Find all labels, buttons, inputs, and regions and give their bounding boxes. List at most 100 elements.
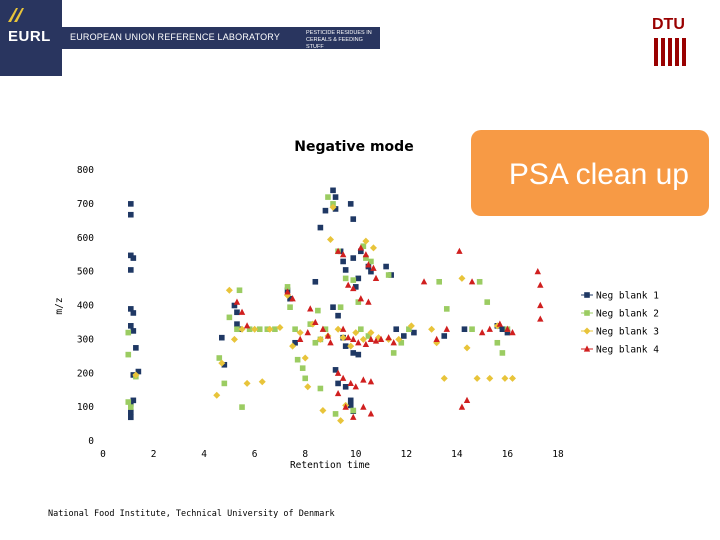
data-point-neg-blank-3 [440,374,448,382]
data-point-neg-blank-1 [358,248,364,255]
data-point-neg-blank-2 [226,314,233,321]
data-point-neg-blank-4 [324,332,332,339]
x-tick-label: 2 [151,449,157,460]
data-point-neg-blank-3 [337,417,345,425]
data-point-neg-blank-1 [135,368,142,375]
data-point-neg-blank-4 [537,281,544,288]
data-point-neg-blank-2 [294,356,301,363]
y-tick-label: 500 [77,267,94,278]
data-point-neg-blank-1 [383,263,389,270]
data-point-neg-blank-3 [266,325,274,333]
data-point-neg-blank-4 [360,403,367,410]
data-point-neg-blank-3 [316,335,324,343]
data-point-neg-blank-2 [494,339,501,346]
data-point-neg-blank-4 [355,339,362,346]
data-point-neg-blank-3 [327,235,334,243]
data-point-neg-blank-4 [496,320,504,327]
data-point-neg-blank-3 [486,374,494,382]
data-point-neg-blank-3 [369,244,377,252]
data-point-neg-blank-1 [461,326,468,333]
data-point-neg-blank-1 [401,333,407,339]
data-point-neg-blank-4 [420,278,428,285]
data-point-neg-blank-3 [362,237,370,245]
x-tick-label: 0 [100,449,106,460]
data-point-neg-blank-4 [360,376,367,383]
data-point-neg-blank-4 [233,298,241,305]
data-point-neg-blank-2 [358,326,364,333]
data-point-neg-blank-4 [456,247,463,254]
data-point-neg-blank-1 [350,350,357,356]
data-point-neg-blank-1 [221,361,228,368]
data-point-neg-blank-3 [339,334,347,342]
data-point-neg-blank-3 [296,329,304,337]
data-point-neg-blank-2 [287,304,293,310]
data-point-neg-blank-3 [319,407,327,415]
data-point-neg-blank-1 [347,402,354,409]
data-point-neg-blank-4 [504,325,511,332]
data-point-neg-blank-3 [289,342,297,350]
data-point-neg-blank-1 [330,187,336,194]
x-tick-label: 8 [302,449,308,460]
legend-label: Neg blank 1 [596,291,659,302]
lab-name: EUROPEAN UNION REFERENCE LABORATORY [70,32,281,42]
data-point-neg-blank-3 [428,325,436,333]
data-point-neg-blank-4 [362,251,370,258]
data-point-neg-blank-4 [433,335,440,342]
eurl-logo: EURL [0,0,62,76]
data-point-neg-blank-3 [334,325,342,333]
data-point-neg-blank-4 [509,329,516,336]
data-point-neg-blank-4 [350,335,357,342]
data-point-neg-blank-2 [239,404,245,410]
y-tick-label: 200 [77,368,94,379]
data-point-neg-blank-4 [350,284,357,292]
y-axis-label: m/z [54,297,65,314]
data-point-neg-blank-2 [272,326,278,333]
data-point-neg-blank-4 [344,281,352,288]
data-point-neg-blank-4 [362,340,370,348]
data-point-neg-blank-4 [372,274,380,281]
data-point-neg-blank-1 [499,326,506,333]
data-point-neg-blank-3 [258,378,266,386]
chart-title: Negative mode [294,139,413,155]
x-tick-label: 10 [350,449,362,460]
data-point-neg-blank-4 [350,413,357,420]
data-point-neg-blank-2 [406,326,412,333]
data-point-neg-blank-3 [367,329,375,337]
data-point-neg-blank-3 [230,335,238,343]
lab-scope: PESTICIDE RESIDUES IN CEREALS & FEEDING … [306,30,372,50]
data-point-neg-blank-1 [350,255,357,261]
data-point-neg-blank-2 [234,326,240,333]
logo-text: EURL [8,28,51,45]
data-point-neg-blank-3 [509,374,516,382]
data-point-neg-blank-4 [334,389,342,397]
data-point-neg-blank-2 [350,277,357,283]
data-point-neg-blank-4 [534,268,541,275]
data-point-neg-blank-4 [365,298,372,305]
data-point-neg-blank-3 [329,203,337,211]
data-point-neg-blank-2 [332,411,339,417]
data-point-neg-blank-1 [335,380,341,387]
data-point-neg-blank-2 [125,329,132,336]
data-point-neg-blank-1 [332,367,339,373]
data-point-neg-blank-3 [407,322,415,330]
data-point-neg-blank-2 [476,278,483,285]
data-point-neg-blank-4 [458,403,466,410]
data-point-neg-blank-2 [436,278,442,285]
data-point-neg-blank-1 [352,284,359,290]
data-point-neg-blank-1 [347,397,354,404]
footer-text: National Food Institute, Technical Unive… [48,509,335,519]
data-point-neg-blank-4 [357,244,365,251]
data-point-neg-blank-1 [234,321,240,327]
legend-label: Neg blank 3 [596,327,659,338]
data-point-neg-blank-4 [468,278,476,285]
data-point-neg-blank-2 [322,326,329,333]
data-point-neg-blank-4 [243,322,251,329]
data-point-neg-blank-2 [390,350,397,356]
data-point-neg-blank-2 [302,375,309,382]
data-point-neg-blank-3 [276,324,284,332]
data-point-neg-blank-4 [352,383,359,390]
data-point-neg-blank-2 [443,306,450,312]
y-tick-label: 0 [88,436,94,447]
data-point-neg-blank-3 [463,344,471,352]
